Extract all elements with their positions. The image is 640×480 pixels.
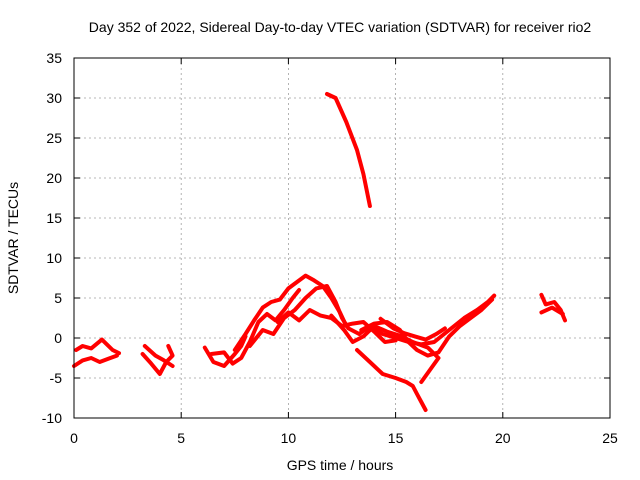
x-tick-label: 20	[495, 430, 511, 446]
y-tick-label: 25	[46, 130, 62, 146]
tick-layer	[73, 57, 611, 419]
data-series-track-13	[378, 316, 447, 342]
data-series-track-4	[142, 344, 175, 368]
x-tick-label: 10	[281, 430, 297, 446]
y-tick-label: 15	[46, 210, 62, 226]
data-series-track-7	[232, 273, 349, 352]
x-tick-label: 15	[388, 430, 404, 446]
series-layer	[72, 92, 567, 412]
data-series-track-1	[72, 353, 119, 368]
data-series-track-14	[325, 92, 372, 208]
plot-frame	[73, 57, 611, 419]
x-tick-label: 5	[177, 430, 185, 446]
data-series-track-2	[74, 337, 121, 356]
data-series-track-6	[209, 288, 302, 366]
data-series-track-3	[140, 344, 175, 376]
y-tick-label: 20	[46, 170, 62, 186]
data-series-track-11	[355, 348, 428, 412]
y-tick-label: 35	[46, 50, 62, 66]
y-tick-label: 30	[46, 90, 62, 106]
x-axis-label: GPS time / hours	[287, 457, 394, 473]
data-series-track-10	[329, 313, 441, 384]
x-tick-label: 0	[70, 430, 78, 446]
y-axis-label: SDTVAR / TECUs	[5, 182, 21, 294]
y-tick-label: -10	[42, 410, 62, 426]
x-tick-label: 25	[602, 430, 618, 446]
chart-title: Day 352 of 2022, Sidereal Day-to-day VTE…	[89, 19, 592, 35]
y-tick-label: 0	[54, 330, 62, 346]
y-tick-label: 10	[46, 250, 62, 266]
y-tick-label: -5	[50, 370, 63, 386]
y-tick-label: 5	[54, 290, 62, 306]
tick-label-layer: 0 5 10 15 20 25 -10 -5 0 5 10 15 20 25 30 35	[42, 50, 618, 446]
data-series-track-16	[539, 305, 565, 316]
